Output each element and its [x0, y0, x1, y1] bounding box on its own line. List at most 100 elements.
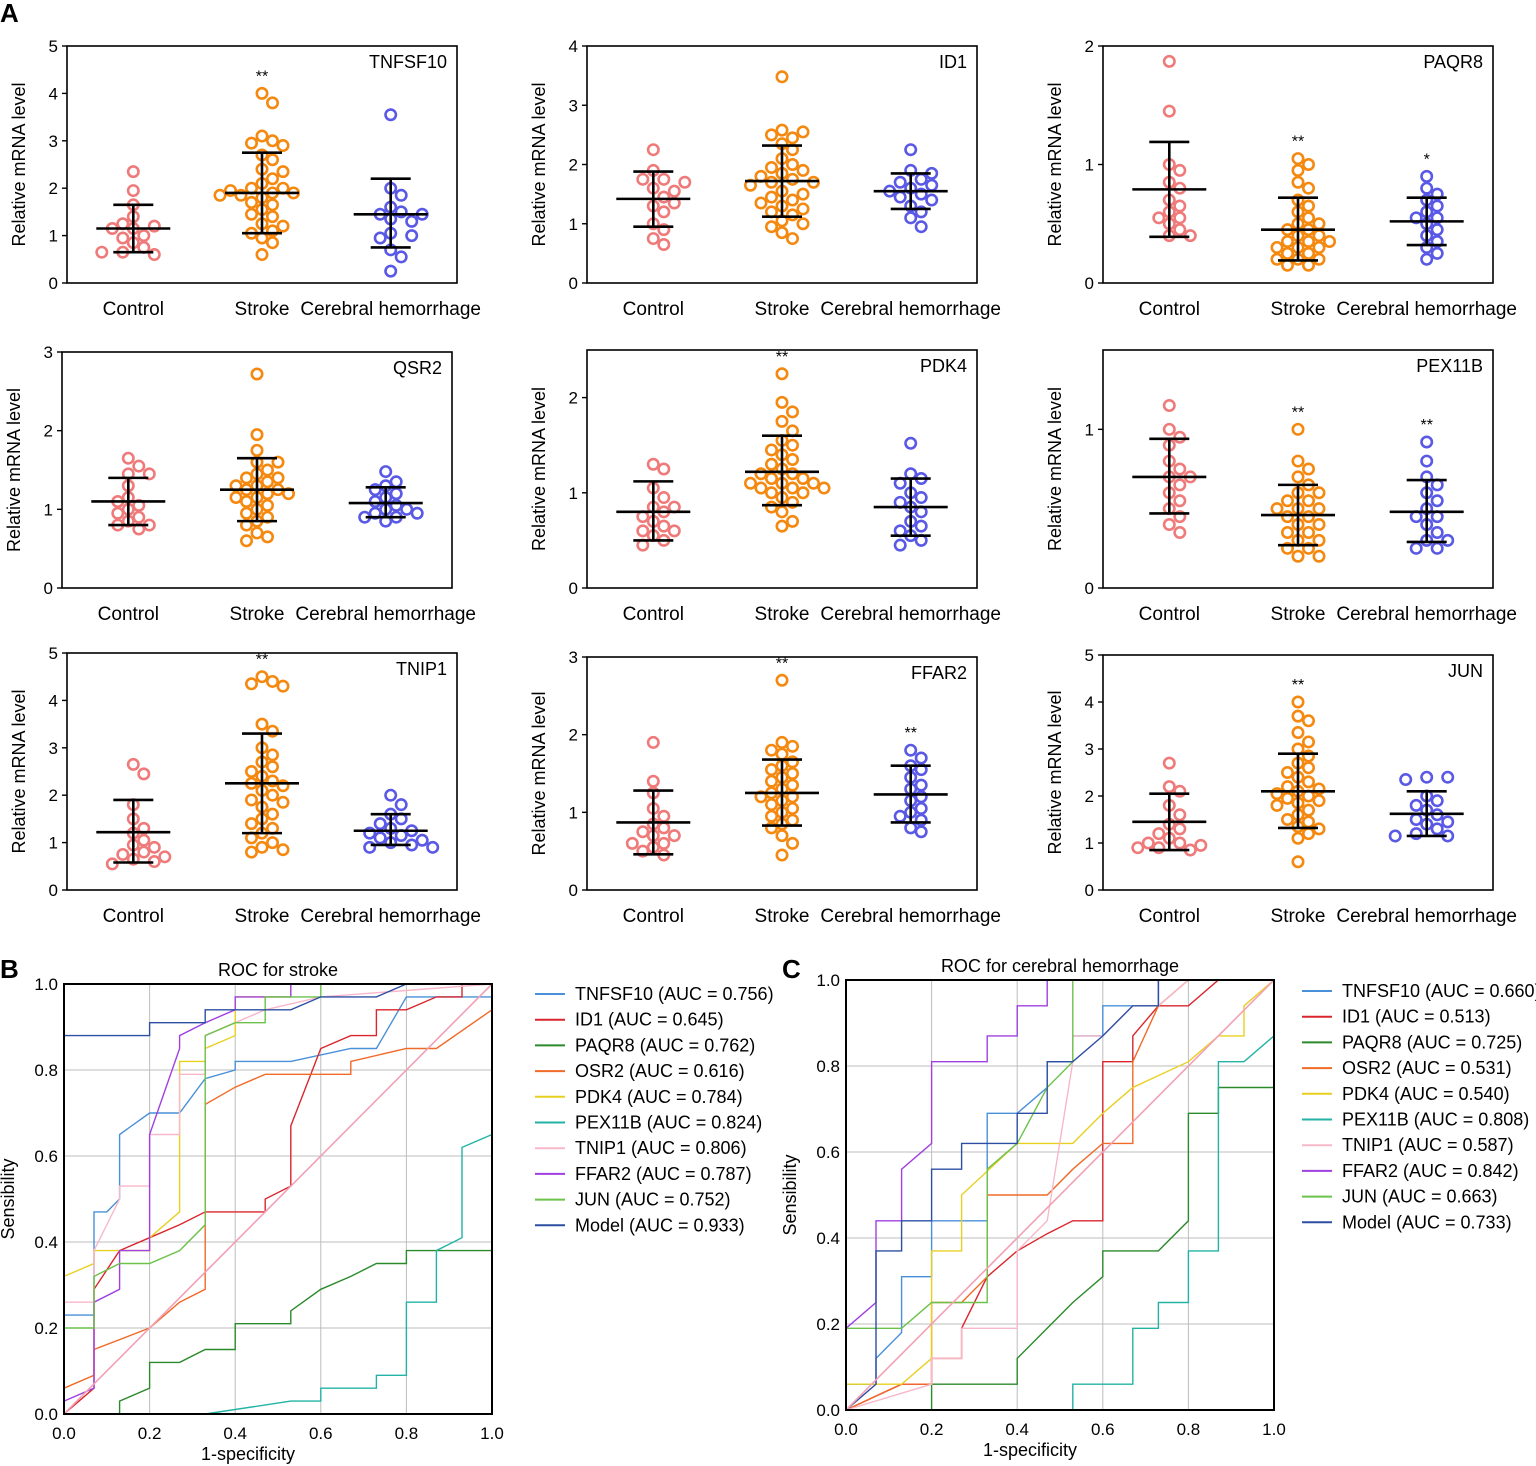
data-point	[1270, 240, 1284, 254]
data-point	[265, 224, 279, 238]
data-point	[265, 748, 279, 762]
data-point	[1173, 163, 1187, 177]
panel-letter-a: A	[0, 0, 19, 28]
category-label: Control	[1139, 604, 1200, 625]
plot-frame	[66, 652, 458, 891]
data-point	[904, 821, 918, 835]
y-tick-label: 1	[569, 484, 578, 503]
data-point	[754, 196, 768, 210]
data-point	[265, 172, 279, 186]
data-point	[657, 172, 671, 186]
data-point	[260, 530, 274, 544]
gene-label: TNIP1	[396, 659, 447, 679]
data-point	[1323, 235, 1337, 249]
data-point	[245, 195, 259, 209]
data-point	[775, 123, 789, 137]
legend-entry: ID1 (AUC = 0.645)	[575, 1010, 724, 1030]
data-point	[1291, 831, 1305, 845]
data-point	[111, 506, 125, 520]
data-point	[1281, 494, 1295, 508]
roc-curve	[64, 983, 493, 1303]
data-point	[785, 467, 799, 481]
x-tick-label: 0.4	[223, 1424, 247, 1443]
category-label: Control	[103, 299, 164, 320]
data-point	[1152, 841, 1166, 855]
data-point	[1430, 211, 1444, 225]
category-label: Stroke	[1271, 299, 1326, 320]
significance-mark: **	[1292, 404, 1304, 421]
data-point	[1302, 510, 1316, 524]
data-point	[265, 807, 279, 821]
data-point	[1302, 735, 1316, 749]
data-point	[1302, 246, 1316, 260]
data-point	[764, 472, 778, 486]
y-tick-label: 3	[1085, 740, 1094, 759]
x-tick-label: 0.6	[309, 1424, 333, 1443]
legend-entry: TNIP1 (AUC = 0.587)	[1342, 1135, 1514, 1155]
data-point	[1420, 181, 1434, 195]
data-point	[394, 188, 408, 202]
data-point	[904, 436, 918, 450]
data-point	[785, 193, 799, 207]
data-point	[764, 774, 778, 788]
data-point	[1430, 541, 1444, 555]
data-point	[1173, 199, 1187, 213]
y-axis-label: Relative mRNA level	[4, 388, 24, 552]
data-point	[229, 491, 243, 505]
data-point	[126, 184, 140, 198]
data-point	[785, 755, 799, 769]
data-point	[775, 226, 789, 240]
data-point	[276, 139, 290, 153]
data-point	[265, 153, 279, 167]
significance-mark: **	[256, 652, 268, 669]
dotplot-tnip1: 0 1 2 3 4 5 Relative mRNA level TNIP1 Control ** S…	[9, 644, 481, 927]
data-point	[1173, 784, 1187, 798]
y-tick-label: 1.0	[816, 971, 840, 990]
legend-entry: Model (AUC = 0.933)	[575, 1215, 745, 1235]
y-tick-label: 0	[1085, 881, 1094, 900]
category-label: Stroke	[755, 604, 810, 625]
data-point	[1173, 808, 1187, 822]
category-label: Cerebral hemorrhage	[300, 299, 481, 320]
roc-stroke: 0.00.0 0.2 0.2 0.4 0.4 0.6 0.6 0.8 0.8 1.0 1.0 ROC …	[0, 960, 774, 1464]
data-point	[1270, 502, 1284, 516]
data-point	[373, 231, 387, 245]
data-point	[667, 829, 681, 843]
data-point	[265, 198, 279, 212]
data-point	[250, 367, 264, 381]
data-point	[1291, 695, 1305, 709]
data-point	[245, 677, 259, 691]
category-label: Stroke	[755, 906, 810, 927]
significance-mark: **	[904, 725, 916, 742]
data-point	[657, 223, 671, 237]
data-point	[1173, 510, 1187, 524]
data-point	[785, 131, 799, 145]
y-tick-label: 1	[44, 500, 53, 519]
data-point	[785, 438, 799, 452]
x-axis-label: 1-specificity	[201, 1444, 295, 1464]
y-tick-label: 1	[1085, 156, 1094, 175]
data-point	[775, 505, 789, 519]
data-point	[1291, 163, 1305, 177]
data-point	[1173, 211, 1187, 225]
data-point	[785, 405, 799, 419]
data-point	[1173, 836, 1187, 850]
data-point	[265, 134, 279, 148]
data-point	[1291, 422, 1305, 436]
data-point	[775, 829, 789, 843]
data-point	[1302, 525, 1316, 539]
data-point	[1302, 494, 1316, 508]
data-point	[1302, 775, 1316, 789]
data-point	[1281, 246, 1295, 260]
data-point	[1291, 470, 1305, 484]
roc-curve	[846, 979, 1275, 1385]
data-point	[1430, 246, 1444, 260]
data-point	[1302, 761, 1316, 775]
data-point	[137, 821, 151, 835]
data-point	[796, 472, 810, 486]
panel-letter-b: B	[0, 954, 19, 984]
data-point	[1162, 518, 1176, 532]
data-point	[240, 471, 254, 485]
gene-label: FFAR2	[911, 663, 967, 683]
data-point	[646, 232, 660, 246]
